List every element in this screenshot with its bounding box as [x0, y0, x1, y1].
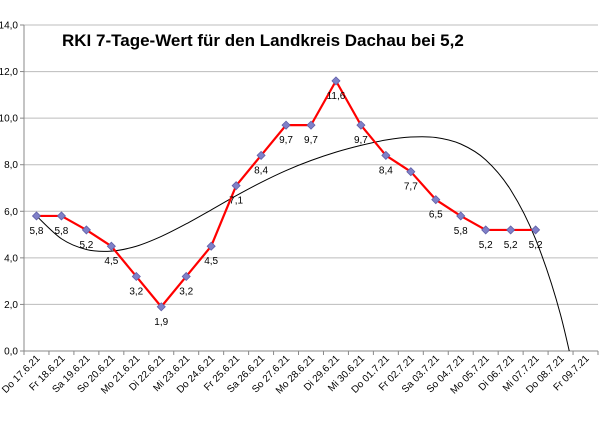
data-point	[431, 195, 441, 205]
data-point	[81, 225, 91, 235]
data-point	[456, 211, 466, 221]
data-point	[106, 241, 116, 251]
series	[36, 79, 536, 308]
data-label: 3,2	[179, 286, 193, 297]
y-tick-label: 10,0	[0, 114, 18, 125]
chart-title: RKI 7-Tage-Wert für den Landkreis Dachau…	[62, 31, 464, 50]
y-tick-label: 8,0	[4, 160, 18, 171]
data-label: 6,5	[429, 210, 443, 221]
data-label: 9,7	[354, 135, 368, 146]
data-label: 11,6	[327, 91, 346, 102]
data-point	[156, 302, 166, 312]
data-label: 5,2	[529, 240, 543, 251]
data-label: 4,5	[204, 256, 218, 267]
data-point	[481, 225, 491, 235]
data-point	[356, 120, 366, 130]
data-label: 5,8	[30, 226, 44, 237]
data-point	[231, 181, 241, 191]
data-point	[506, 225, 516, 235]
data-label: 7,1	[229, 196, 243, 207]
data-label: 3,2	[129, 286, 143, 297]
data-labels: 5,8 5,8 5,2 4,5 3,2 1,9 3,2 4,5 7,1 8,4 9,7 9,7 11,6…	[30, 91, 543, 328]
data-label: 8,4	[254, 165, 268, 176]
data-point	[331, 76, 341, 86]
data-point	[56, 211, 67, 221]
data-label: 5,2	[504, 240, 518, 251]
data-label: 5,2	[479, 240, 493, 251]
y-tick-label: 14,0	[0, 21, 18, 32]
y-tick-label: 0,0	[4, 347, 18, 358]
data-point	[181, 271, 191, 282]
data-point	[281, 120, 291, 130]
trendline	[36, 136, 570, 351]
y-tick-labels: 0,0 2,0 4,0 6,0 8,0 10,0 12,0 14,0	[0, 21, 18, 358]
data-label: 5,8	[454, 226, 468, 237]
series-line	[36, 79, 536, 308]
data-label: 5,2	[79, 240, 93, 251]
data-label: 4,5	[104, 256, 118, 267]
data-point	[131, 271, 141, 282]
data-point	[531, 225, 541, 235]
data-point	[31, 211, 42, 221]
y-tick-label: 4,0	[4, 253, 18, 264]
data-label: 5,8	[54, 226, 68, 237]
data-label: 1,9	[154, 317, 168, 328]
markers	[31, 76, 541, 312]
y-tick-label: 2,0	[4, 300, 18, 311]
y-tick-label: 6,0	[4, 207, 18, 218]
data-point	[406, 167, 416, 177]
trendline-path	[36, 136, 570, 351]
data-label: 7,7	[404, 182, 418, 193]
data-point	[306, 120, 316, 130]
data-label: 9,7	[304, 135, 318, 146]
data-point	[381, 150, 391, 160]
y-tick-label: 12,0	[0, 67, 18, 78]
data-point	[256, 150, 266, 160]
data-label: 9,7	[279, 135, 293, 146]
axes	[20, 24, 599, 355]
data-point	[206, 241, 216, 251]
data-label: 8,4	[379, 165, 393, 176]
